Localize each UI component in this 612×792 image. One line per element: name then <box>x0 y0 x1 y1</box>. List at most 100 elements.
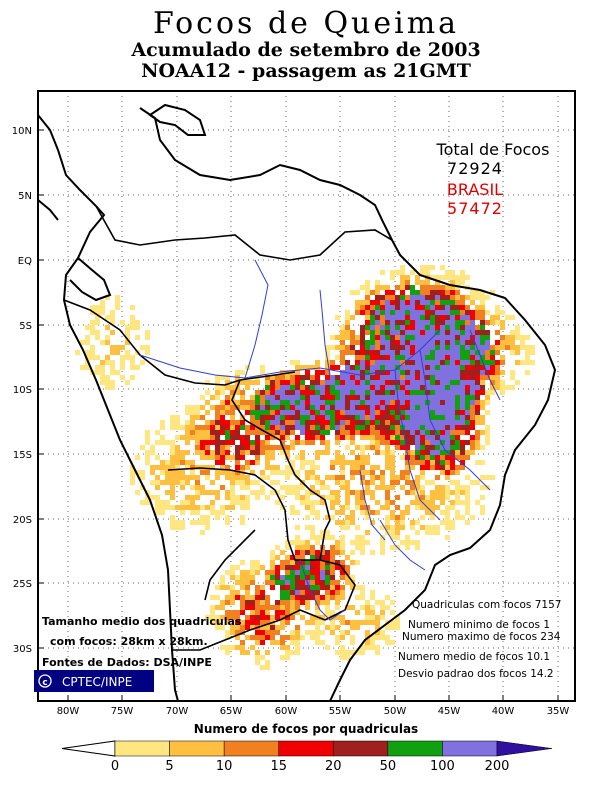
fire-cell <box>350 385 355 390</box>
fire-cell <box>465 385 470 390</box>
fire-cell <box>315 365 320 370</box>
fire-cell <box>290 380 295 385</box>
fire-cell <box>260 395 265 400</box>
fire-cell <box>225 615 230 620</box>
fire-cell <box>415 445 420 450</box>
fire-cell <box>240 600 245 605</box>
fire-cell <box>360 500 365 505</box>
fire-cell <box>290 590 295 595</box>
fire-cell <box>230 500 235 505</box>
fire-cell <box>205 450 210 455</box>
fire-cell <box>500 345 505 350</box>
fire-cell <box>360 420 365 425</box>
fire-cell <box>445 390 450 395</box>
fire-cell <box>395 415 400 420</box>
fire-cell <box>360 545 365 550</box>
fire-cell <box>365 615 370 620</box>
fire-cell <box>430 420 435 425</box>
fire-cell <box>270 450 275 455</box>
fire-cell <box>445 455 450 460</box>
fire-cell <box>215 620 220 625</box>
fire-cell <box>415 540 420 545</box>
fire-cell <box>370 385 375 390</box>
fire-cell <box>340 510 345 515</box>
fire-cell <box>435 310 440 315</box>
fire-cell <box>470 390 475 395</box>
fire-cell <box>280 425 285 430</box>
fire-cell <box>345 325 350 330</box>
fire-cell <box>295 370 300 375</box>
fire-cell <box>325 645 330 650</box>
fire-cell <box>325 365 330 370</box>
fire-cell <box>415 530 420 535</box>
fire-cell <box>300 395 305 400</box>
fire-cell <box>455 420 460 425</box>
fire-cell <box>190 505 195 510</box>
fire-cell <box>465 375 470 380</box>
fire-cell <box>315 630 320 635</box>
fire-cell <box>285 425 290 430</box>
fire-cell <box>360 355 365 360</box>
fire-cell <box>285 555 290 560</box>
fire-cell <box>390 475 395 480</box>
fire-cell <box>380 315 385 320</box>
fire-cell <box>415 330 420 335</box>
fire-cell <box>195 450 200 455</box>
fire-cell <box>325 585 330 590</box>
fire-cell <box>485 360 490 365</box>
fire-cell <box>450 385 455 390</box>
fire-cell <box>445 275 450 280</box>
fire-cell <box>345 445 350 450</box>
fire-cell <box>190 475 195 480</box>
fire-cell <box>280 550 285 555</box>
fire-cell <box>340 550 345 555</box>
fire-cell <box>190 420 195 425</box>
fire-cell <box>310 575 315 580</box>
fire-cell <box>300 385 305 390</box>
fire-cell <box>180 505 185 510</box>
fire-cell <box>250 420 255 425</box>
fire-cell <box>355 415 360 420</box>
fire-cell <box>425 265 430 270</box>
fire-cell <box>195 410 200 415</box>
fire-cell <box>425 525 430 530</box>
fire-cell <box>475 385 480 390</box>
fire-cell <box>365 470 370 475</box>
fire-cell <box>460 345 465 350</box>
fire-cell <box>370 380 375 385</box>
fire-cell <box>225 610 230 615</box>
fire-cell <box>370 435 375 440</box>
fire-cell <box>305 400 310 405</box>
fire-cell <box>340 595 345 600</box>
fire-cell <box>480 510 485 515</box>
fire-cell <box>220 415 225 420</box>
fire-cell <box>190 425 195 430</box>
fire-cell <box>290 600 295 605</box>
fire-cell <box>130 375 135 380</box>
fire-cell <box>175 445 180 450</box>
fire-cell <box>290 460 295 465</box>
fire-cell <box>260 450 265 455</box>
fire-cell <box>380 335 385 340</box>
fire-cell <box>305 590 310 595</box>
fire-cell <box>160 505 165 510</box>
fire-cell <box>405 335 410 340</box>
fire-cell <box>315 510 320 515</box>
fire-cell <box>290 445 295 450</box>
fire-cell <box>430 480 435 485</box>
fire-cell <box>445 320 450 325</box>
fire-cell <box>390 275 395 280</box>
fire-cell <box>220 385 225 390</box>
fire-cell <box>355 620 360 625</box>
fire-cell <box>90 330 95 335</box>
fire-cell <box>440 485 445 490</box>
fire-cell <box>365 610 370 615</box>
fire-cell <box>300 380 305 385</box>
fire-cell <box>245 600 250 605</box>
fire-cell <box>235 590 240 595</box>
fire-cell <box>495 360 500 365</box>
fire-cell <box>360 330 365 335</box>
fire-cell <box>170 440 175 445</box>
fire-cell <box>260 615 265 620</box>
fire-cell <box>365 480 370 485</box>
